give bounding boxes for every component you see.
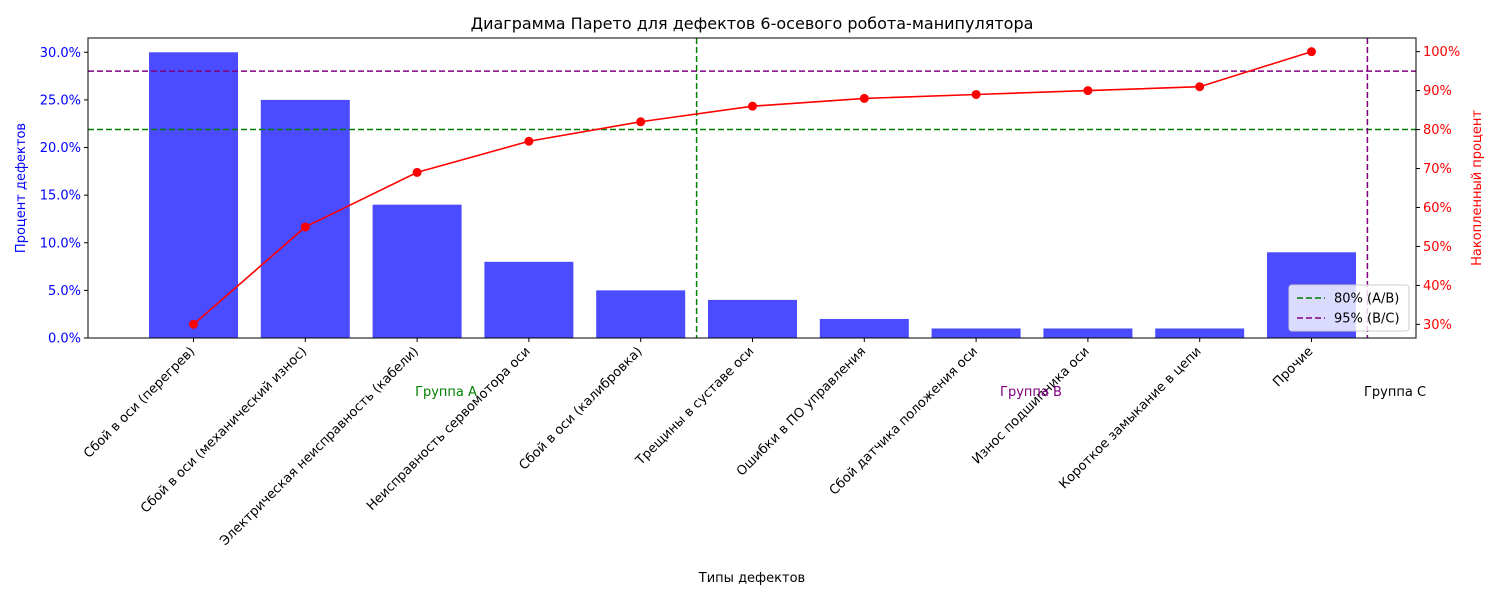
y-tick-label: 15.0%: [40, 189, 81, 204]
y-tick-label: 25.0%: [40, 93, 81, 108]
bar: [1043, 328, 1133, 338]
cumulative-point: [1083, 86, 1093, 96]
bar: [260, 99, 350, 339]
cumulative-point: [412, 167, 422, 177]
cumulative-point: [971, 89, 981, 99]
cumulative-point: [189, 319, 198, 329]
y-axis-label: Процент дефектов: [14, 123, 29, 253]
y-tick-label: 20.0%: [40, 141, 81, 156]
bar: [1155, 328, 1245, 338]
y2-tick-label: 100%: [1423, 45, 1460, 60]
y2-tick-label: 40%: [1423, 279, 1452, 294]
bar: [596, 290, 686, 338]
cumulative-line: [192, 50, 1312, 325]
group-label: Группа A: [415, 385, 477, 400]
x-tick-label: Ошибки в ПО управления: [734, 344, 869, 479]
x-tick-label: Сбой в оси (калибровка): [516, 344, 645, 473]
cumulative-point: [1195, 82, 1205, 92]
legend: 80% (A/B) 95% (B/C): [1288, 284, 1410, 332]
x-tick-label: Электрическая неисправность (кабели): [217, 344, 422, 549]
y2-tick-label: 30%: [1423, 318, 1452, 333]
x-axis-label: Типы дефектов: [698, 571, 805, 586]
bar: [708, 299, 797, 338]
y2-axis-label: Накопленный процент: [1470, 110, 1485, 266]
cumulative-point: [748, 101, 757, 111]
group-label: Группа B: [1000, 385, 1062, 400]
x-tick-label: Износ подшипника оси: [970, 344, 1093, 467]
group-label: Группа C: [1364, 385, 1426, 400]
y2-tick-label: 50%: [1423, 240, 1452, 255]
x-tick-label: Трещины в суставе оси: [633, 344, 758, 469]
legend-entry: 80% (A/B): [1334, 292, 1399, 307]
x-tick-label: Прочие: [1270, 344, 1316, 390]
bar: [931, 328, 1021, 338]
x-tick-label: Сбой в оси (перегрев): [81, 344, 198, 461]
cumulative-point: [859, 93, 869, 103]
y-tick-label: 30.0%: [40, 46, 81, 61]
bar: [149, 52, 238, 339]
y2-tick-label: 70%: [1423, 162, 1452, 177]
y-tick-label: 10.0%: [40, 236, 81, 251]
y2-tick-label: 80%: [1423, 123, 1452, 138]
bar: [372, 204, 462, 338]
cumulative-point: [524, 136, 534, 146]
cumulative-point: [300, 222, 310, 232]
chart-title: Диаграмма Парето для дефектов 6-осевого …: [471, 14, 1034, 33]
cumulative-point: [1307, 47, 1316, 57]
bar: [819, 318, 909, 338]
y2-tick-label: 90%: [1423, 84, 1452, 99]
y2-tick-label: 60%: [1423, 201, 1452, 216]
legend-box: [1288, 284, 1410, 332]
bar: [484, 261, 574, 338]
legend-entry: 95% (B/C): [1334, 312, 1400, 327]
cumulative-point: [636, 117, 646, 127]
y-tick-label: 0.0%: [48, 332, 81, 347]
y-tick-label: 5.0%: [48, 284, 81, 299]
